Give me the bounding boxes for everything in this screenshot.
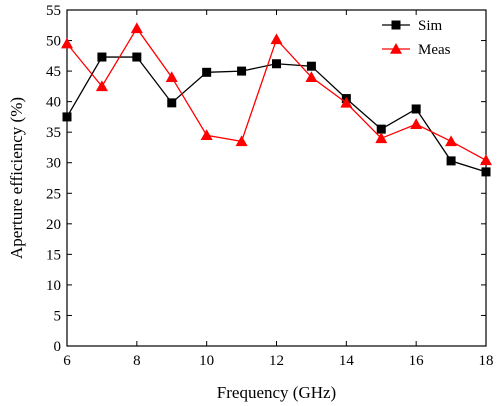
data-point-meas bbox=[130, 22, 143, 34]
legend-item-sim: Sim bbox=[382, 18, 443, 34]
data-point-meas bbox=[410, 118, 423, 130]
data-point-meas bbox=[480, 154, 492, 166]
x-axis-title: Frequency (GHz) bbox=[217, 383, 336, 402]
y-tick-label: 50 bbox=[46, 34, 61, 50]
y-tick-label: 0 bbox=[54, 339, 62, 355]
y-tick-label: 10 bbox=[46, 278, 61, 294]
y-tick-label: 45 bbox=[46, 64, 61, 80]
data-point-sim bbox=[97, 52, 107, 62]
legend-label: Meas bbox=[418, 42, 451, 58]
legend-marker bbox=[390, 43, 402, 54]
data-point-meas bbox=[270, 33, 283, 45]
x-axis-ticks: 6 8 10 12 14 16 18 bbox=[63, 10, 494, 369]
data-point-sim bbox=[306, 61, 316, 71]
y-tick-label: 5 bbox=[54, 308, 62, 324]
data-point-sim bbox=[411, 104, 421, 114]
x-tick-label: 18 bbox=[479, 353, 494, 369]
series-line-sim bbox=[66, 56, 487, 173]
data-point-meas bbox=[305, 71, 318, 82]
data-point-meas bbox=[95, 80, 108, 92]
data-point-sim bbox=[481, 167, 491, 177]
data-point-meas bbox=[445, 135, 458, 147]
x-tick-label: 6 bbox=[63, 353, 71, 369]
y-tick-label: 20 bbox=[46, 217, 61, 233]
y-tick-label: 30 bbox=[46, 156, 61, 172]
y-tick-label: 25 bbox=[46, 186, 61, 202]
y-axis-title: Aperture efficiency (%) bbox=[7, 97, 26, 259]
x-tick-label: 8 bbox=[133, 353, 141, 369]
data-point-meas bbox=[375, 132, 388, 144]
y-tick-label: 55 bbox=[46, 3, 61, 19]
y-tick-label: 15 bbox=[46, 247, 61, 263]
legend-marker bbox=[391, 20, 401, 30]
data-point-sim bbox=[202, 67, 212, 77]
y-axis-ticks: 0 5 10 15 20 25 30 35 40 45 50 55 bbox=[46, 3, 486, 355]
x-tick-label: 14 bbox=[339, 353, 355, 369]
legend-label: Sim bbox=[418, 18, 443, 34]
data-point-meas bbox=[235, 135, 248, 147]
x-tick-label: 12 bbox=[269, 353, 284, 369]
x-tick-label: 10 bbox=[199, 353, 214, 369]
data-point-meas bbox=[200, 129, 213, 141]
x-tick-label: 16 bbox=[409, 353, 425, 369]
legend: Sim Meas bbox=[382, 18, 451, 58]
y-tick-label: 35 bbox=[46, 125, 61, 141]
data-point-sim bbox=[62, 112, 72, 122]
series-layer bbox=[61, 22, 492, 177]
data-point-sim bbox=[132, 52, 142, 62]
data-point-sim bbox=[376, 124, 386, 134]
series-sim bbox=[62, 52, 491, 177]
y-tick-label: 40 bbox=[46, 95, 61, 111]
data-point-sim bbox=[446, 156, 456, 166]
data-point-sim bbox=[272, 59, 281, 69]
data-point-meas bbox=[340, 96, 353, 108]
data-point-sim bbox=[167, 98, 177, 108]
series-meas bbox=[61, 22, 492, 166]
legend-item-meas: Meas bbox=[382, 42, 451, 58]
data-point-meas bbox=[165, 71, 178, 82]
data-point-meas bbox=[61, 37, 73, 49]
data-point-sim bbox=[237, 66, 247, 76]
